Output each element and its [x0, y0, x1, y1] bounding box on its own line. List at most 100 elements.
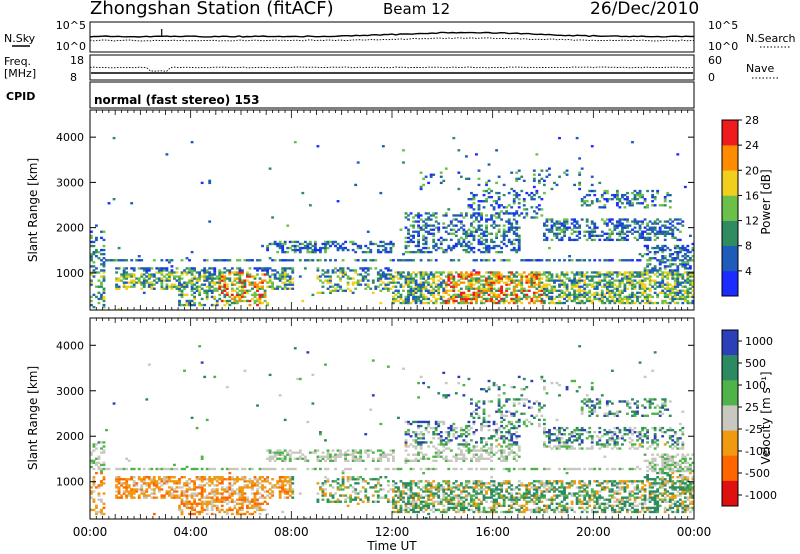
power-cell — [593, 234, 597, 237]
velocity-cell — [374, 467, 378, 471]
power-cell — [512, 299, 516, 303]
power-cell — [593, 238, 597, 242]
power-cell — [663, 234, 667, 237]
power-cell — [472, 193, 476, 197]
power-cell — [145, 281, 149, 284]
power-cell — [626, 195, 629, 199]
power-cell — [147, 281, 151, 284]
power-cell — [626, 281, 629, 284]
velocity-cell — [253, 502, 257, 505]
velocity-cell — [210, 482, 214, 485]
power-cell — [517, 240, 521, 244]
power-cell — [475, 193, 478, 197]
power-cell — [319, 248, 322, 252]
velocity-cell — [417, 496, 420, 499]
power-cell — [583, 259, 587, 262]
velocity-cell — [100, 500, 103, 503]
power-cell — [404, 244, 408, 248]
velocity-cell — [105, 428, 108, 432]
velocity-cell — [215, 508, 219, 512]
velocity-cell — [412, 494, 415, 497]
power-cell — [470, 230, 473, 233]
power-cell — [449, 248, 453, 252]
power-cell — [477, 273, 481, 276]
power-cell — [525, 279, 529, 282]
power-cell — [500, 289, 504, 292]
power-cell — [266, 303, 269, 307]
velocity-cell — [102, 512, 106, 516]
power-cell — [485, 226, 488, 229]
velocity-cell — [412, 482, 415, 485]
power-cell — [548, 271, 551, 274]
power-cell — [165, 279, 169, 282]
velocity-cell — [392, 459, 395, 462]
power-cell — [120, 273, 124, 276]
power-cell — [535, 273, 539, 276]
power-cell — [678, 275, 682, 278]
velocity-cell — [173, 480, 176, 483]
power-cell — [273, 287, 277, 290]
power-cell — [205, 289, 209, 292]
power-cell — [444, 212, 448, 215]
power-cell — [243, 285, 247, 288]
power-cell — [283, 277, 287, 280]
power-cell — [648, 220, 652, 223]
power-cell — [127, 273, 131, 276]
power-cell — [442, 214, 446, 217]
velocity-cell — [341, 488, 345, 491]
power-cell — [132, 267, 136, 270]
velocity-cell — [213, 512, 217, 516]
power-cell — [366, 273, 370, 276]
power-cell — [140, 287, 144, 290]
velocity-cell — [306, 351, 310, 354]
noise-tick-top-right: 10^5 — [708, 19, 738, 32]
power-cell — [641, 271, 644, 274]
power-cell — [407, 232, 410, 235]
power-cell — [580, 198, 584, 201]
velocity-cell — [359, 490, 363, 493]
velocity-cell — [200, 457, 204, 460]
power-cell — [422, 224, 426, 227]
power-cell — [678, 238, 682, 242]
power-cell — [195, 285, 199, 288]
power-cell — [490, 287, 493, 290]
power-cell — [359, 279, 363, 282]
power-cell — [100, 259, 103, 262]
power-cell — [303, 244, 307, 248]
velocity-cell — [107, 467, 111, 471]
velocity-cell — [225, 478, 229, 481]
power-cell — [641, 193, 644, 197]
velocity-cell — [392, 504, 395, 508]
velocity-cell — [241, 502, 244, 505]
power-cell — [668, 193, 672, 197]
power-cell — [351, 277, 355, 280]
power-cell — [102, 295, 106, 299]
power-cell — [470, 279, 473, 282]
power-cell — [454, 244, 458, 248]
power-cell — [573, 275, 577, 278]
power-cell — [543, 183, 546, 187]
velocity-cell — [266, 490, 269, 493]
power-cell — [283, 242, 287, 246]
power-cell — [686, 273, 690, 276]
power-cell — [346, 267, 350, 270]
velocity-cell — [326, 451, 330, 454]
velocity-cell — [399, 467, 403, 471]
velocity-cell — [117, 467, 121, 471]
power-cell — [608, 301, 612, 305]
power-cell — [600, 289, 604, 292]
power-cell — [558, 293, 561, 297]
power-cell — [480, 289, 483, 292]
power-cell — [673, 287, 677, 290]
power-cell — [686, 271, 690, 274]
power-cell — [560, 291, 564, 295]
power-cell — [482, 232, 486, 235]
power-cell — [487, 259, 491, 262]
power-cell — [520, 277, 524, 280]
power-cell — [424, 175, 428, 178]
velocity-cell — [422, 500, 426, 503]
power-cell — [532, 285, 536, 288]
power-cell — [190, 299, 194, 303]
velocity-cell — [386, 459, 390, 462]
power-cell — [371, 259, 375, 262]
